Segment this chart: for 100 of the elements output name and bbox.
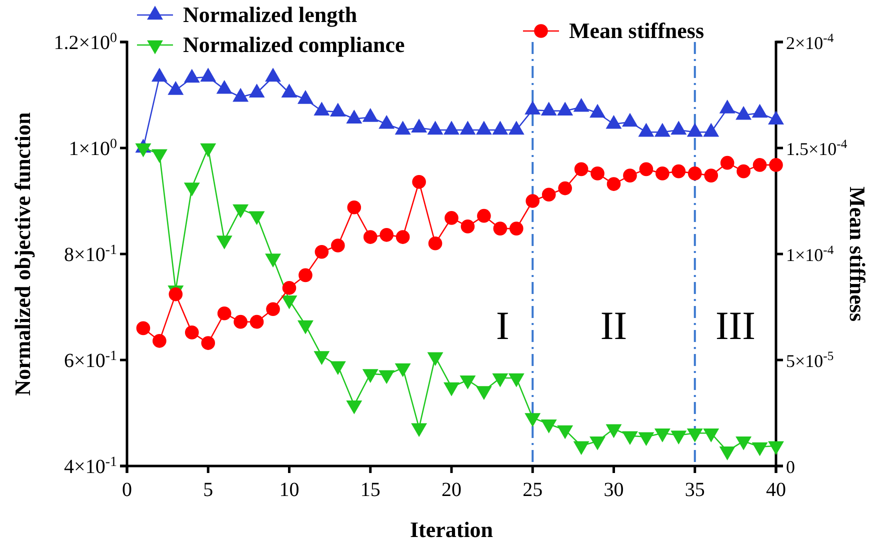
point bbox=[378, 370, 395, 384]
point bbox=[590, 166, 604, 180]
point bbox=[573, 441, 590, 456]
point bbox=[542, 188, 556, 202]
point bbox=[736, 164, 750, 178]
y-tick-label: 1.2×10$^{0}$ bbox=[54, 30, 117, 54]
point bbox=[330, 361, 346, 376]
point bbox=[540, 102, 557, 116]
point bbox=[719, 446, 736, 460]
point bbox=[378, 114, 395, 129]
point bbox=[606, 177, 621, 191]
annotation: II bbox=[600, 302, 628, 348]
point bbox=[152, 334, 166, 348]
point bbox=[720, 156, 734, 170]
point bbox=[477, 208, 491, 223]
point bbox=[234, 314, 248, 329]
point bbox=[639, 162, 654, 176]
point bbox=[248, 84, 265, 98]
point bbox=[216, 80, 232, 94]
point bbox=[200, 68, 216, 82]
point bbox=[654, 122, 670, 137]
point bbox=[768, 441, 784, 456]
point bbox=[380, 228, 394, 242]
point bbox=[396, 230, 410, 244]
point bbox=[346, 110, 362, 124]
point bbox=[201, 336, 216, 350]
point bbox=[606, 424, 622, 438]
point bbox=[736, 106, 752, 120]
legend-label: Normalized compliance bbox=[183, 32, 406, 57]
point bbox=[427, 120, 444, 135]
point bbox=[151, 68, 168, 82]
point bbox=[704, 168, 718, 182]
legend-label: Normalized length bbox=[183, 2, 358, 27]
legend-label: Mean stiffness bbox=[569, 18, 704, 43]
point bbox=[686, 122, 703, 137]
point bbox=[184, 68, 200, 83]
point bbox=[622, 431, 638, 445]
point bbox=[460, 220, 475, 234]
point bbox=[540, 420, 557, 434]
point bbox=[638, 432, 654, 446]
y-tick-label: 6×10$^{-1}$ bbox=[64, 348, 117, 372]
point bbox=[656, 166, 670, 180]
point bbox=[314, 102, 330, 116]
x-tick-label: 20 bbox=[442, 479, 462, 501]
point bbox=[411, 118, 428, 132]
point bbox=[444, 211, 458, 225]
point bbox=[217, 306, 232, 320]
point bbox=[394, 120, 411, 135]
point bbox=[460, 376, 476, 390]
point bbox=[622, 112, 638, 127]
x-tick-label: 5 bbox=[203, 479, 214, 501]
point bbox=[331, 238, 345, 252]
y-tick-label: 4×10$^{-1}$ bbox=[64, 454, 117, 478]
y2-tick-label: 2×10$^{-4}$ bbox=[786, 31, 834, 53]
point bbox=[686, 428, 703, 442]
point bbox=[314, 244, 329, 259]
point bbox=[184, 326, 199, 340]
y2-tick-label: 1×10$^{-4}$ bbox=[786, 243, 834, 265]
point bbox=[736, 436, 752, 450]
point bbox=[265, 68, 281, 82]
y-tick-label: 1×10$^{0}$ bbox=[68, 136, 117, 160]
point bbox=[526, 194, 540, 208]
point bbox=[281, 84, 298, 98]
point bbox=[768, 110, 784, 125]
point bbox=[688, 166, 702, 180]
point bbox=[363, 230, 378, 244]
point bbox=[298, 268, 312, 282]
y2-tick-label: 0 bbox=[786, 457, 795, 477]
point bbox=[330, 102, 346, 117]
point bbox=[769, 158, 783, 172]
point bbox=[232, 88, 249, 102]
point bbox=[314, 351, 330, 365]
y-tick-label: 8×10$^{-1}$ bbox=[64, 242, 117, 266]
point bbox=[752, 442, 768, 456]
point bbox=[574, 162, 588, 176]
point bbox=[590, 436, 606, 450]
point bbox=[558, 181, 572, 196]
point bbox=[557, 102, 574, 116]
point bbox=[412, 175, 426, 189]
point bbox=[168, 81, 184, 95]
point bbox=[509, 222, 524, 236]
point bbox=[476, 386, 492, 400]
annotation: I bbox=[496, 302, 510, 348]
point bbox=[703, 428, 720, 442]
x-tick-label: 15 bbox=[360, 479, 380, 501]
y2-axis-title: Mean stiffness bbox=[845, 186, 870, 322]
point bbox=[136, 321, 150, 336]
point bbox=[282, 281, 296, 295]
point bbox=[394, 363, 411, 378]
point bbox=[573, 98, 590, 112]
point bbox=[492, 373, 508, 388]
point bbox=[508, 373, 524, 388]
x-tick-label: 40 bbox=[766, 479, 786, 501]
point bbox=[476, 120, 492, 135]
x-tick-label: 35 bbox=[684, 479, 705, 501]
point bbox=[298, 320, 314, 334]
point bbox=[638, 122, 654, 137]
point bbox=[752, 158, 767, 172]
point bbox=[670, 120, 687, 135]
point bbox=[411, 423, 428, 438]
